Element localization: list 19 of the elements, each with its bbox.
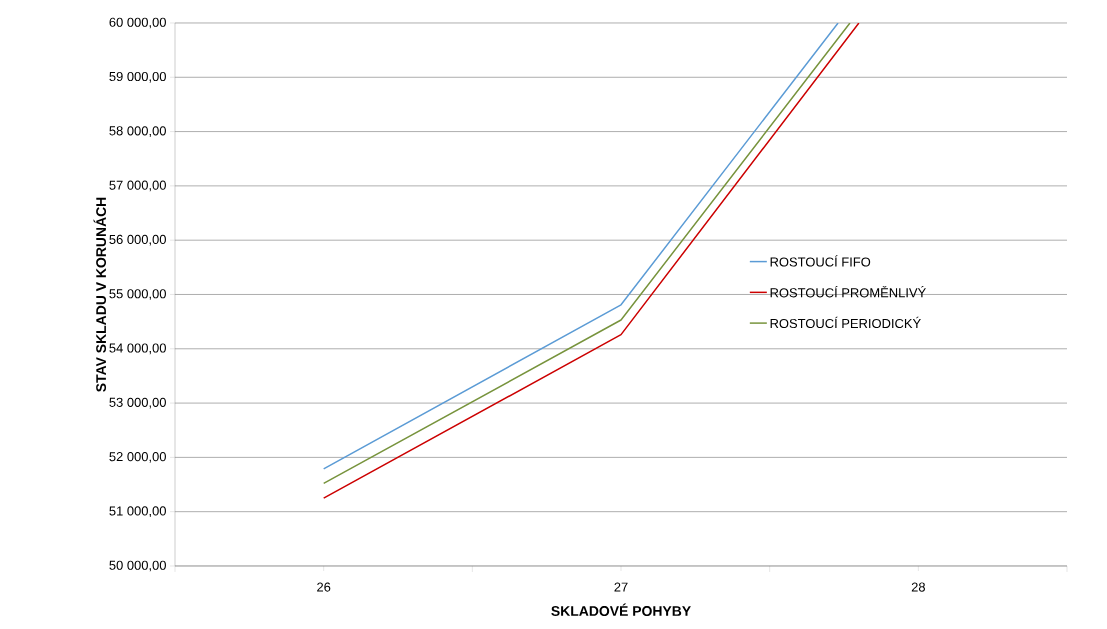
x-tick-label: 28 xyxy=(911,582,925,592)
y-tick-label: 50 000,00 xyxy=(109,560,166,572)
x-axis-title: SKLADOVÉ POHYBY xyxy=(551,603,691,617)
y-tick-label: 55 000,00 xyxy=(109,289,166,300)
y-tick-label: 58 000,00 xyxy=(109,126,166,137)
y-tick-label: 51 000,00 xyxy=(109,506,166,518)
y-tick-label: 56 000,00 xyxy=(109,234,166,246)
x-tick-label: 26 xyxy=(317,582,331,592)
y-tick-label: 53 000,00 xyxy=(109,397,166,409)
legend-label: ROSTOUCÍ PERIODICKÝ xyxy=(770,316,921,329)
y-tick-label: 52 000,00 xyxy=(109,452,166,463)
y-tick-label: 60 000,00 xyxy=(109,17,166,29)
y-tick-label: 59 000,00 xyxy=(109,71,166,83)
y-axis-title: STAV SKLADU V KORUNÁCH xyxy=(93,197,107,392)
legend-label: ROSTOUCÍ FIFO xyxy=(770,255,871,267)
y-tick-label: 54 000,00 xyxy=(109,343,166,355)
y-tick-label: 57 000,00 xyxy=(109,180,166,192)
legend-label: ROSTOUCÍ PROMĚNLIVÝ xyxy=(770,285,926,298)
x-tick-label: 27 xyxy=(614,582,628,592)
